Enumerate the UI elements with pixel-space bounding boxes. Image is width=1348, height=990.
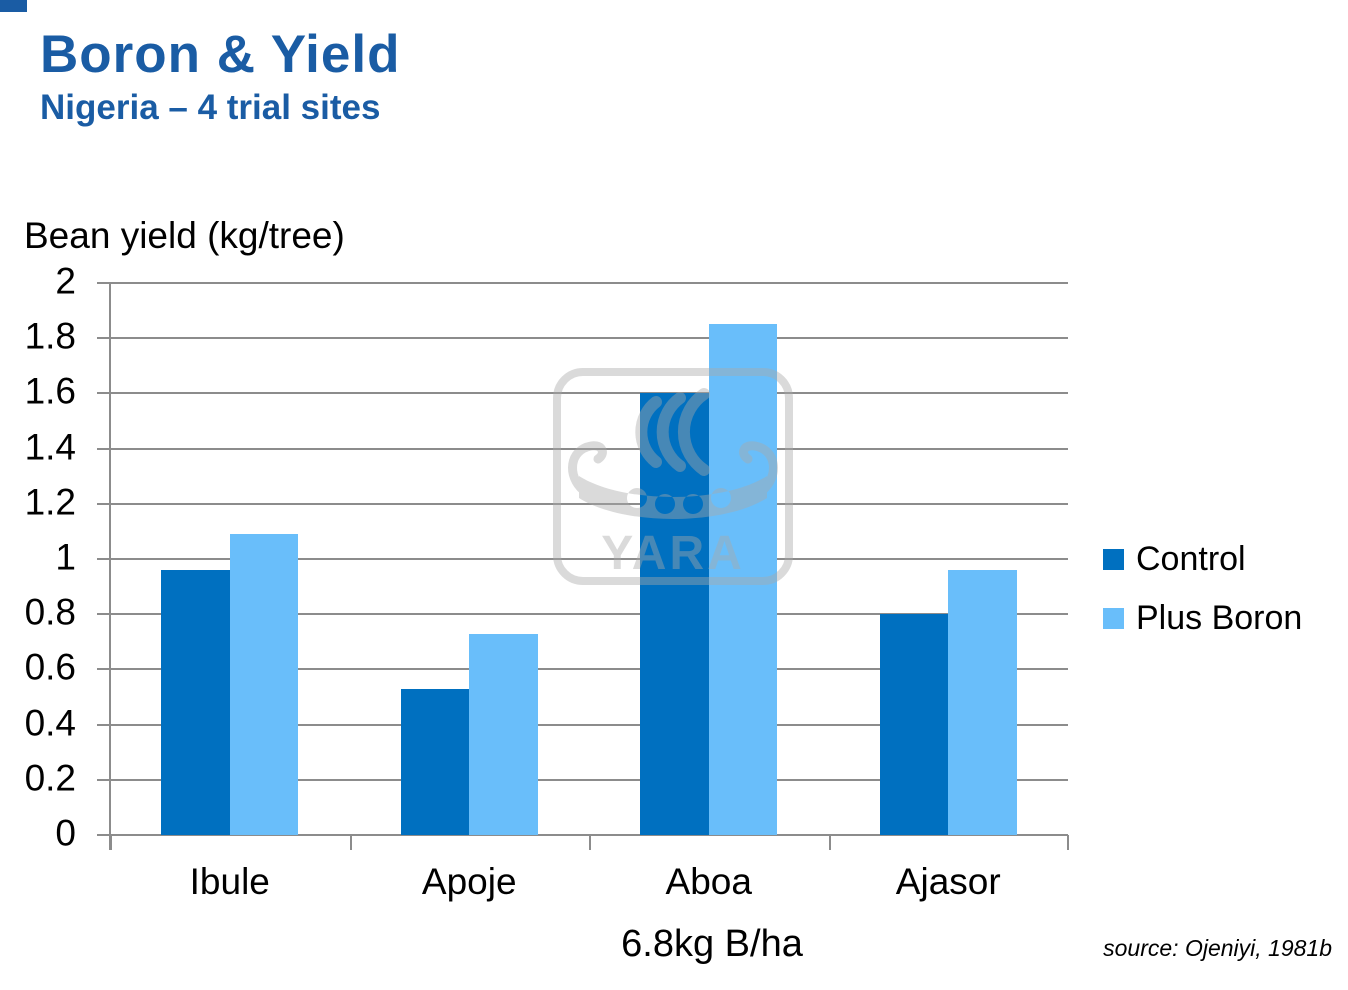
x-axis-tick-0 (110, 835, 112, 850)
legend-swatch-control (1103, 549, 1124, 570)
gridline-1.2 (97, 502, 1068, 505)
y-tick-label-0.8: 0.8 (24, 591, 76, 633)
category-label-aboa: Aboa (665, 861, 752, 902)
category-label-ibule: Ibule (189, 861, 270, 902)
bar-control-apoje (400, 688, 470, 835)
y-tick-label-0.4: 0.4 (24, 701, 76, 743)
gridline-1.6 (97, 392, 1068, 395)
x-axis-tick-2 (589, 835, 591, 850)
gridline-0.4 (97, 723, 1068, 726)
x-axis-caption: 6.8kg B/ha (621, 923, 803, 965)
y-tick-label-0: 0 (55, 812, 76, 854)
y-tick-label-0.6: 0.6 (24, 646, 76, 688)
bar-control-ibule (161, 570, 230, 835)
x-axis-tick-4 (1067, 835, 1069, 850)
bar-plus-boron-ajasor (948, 570, 1017, 835)
bar-control-ajasor (879, 614, 949, 835)
legend-item-control: Control (1103, 540, 1302, 579)
gridline-0 (97, 834, 1068, 836)
bar-control-aboa (640, 393, 709, 835)
y-tick-label-2: 2 (55, 260, 76, 302)
gridline-0.6 (97, 668, 1068, 671)
gridline-0.2 (97, 778, 1068, 781)
bar-plus-boron-apoje (469, 633, 538, 835)
y-tick-label-1.8: 1.8 (24, 315, 76, 357)
gridline-1.4 (97, 447, 1068, 450)
plot-area: 2 1.8 1.6 1.4 1.2 1 0.8 0.6 0.4 0.2 0 Ibule Apoje Abo… (25, 260, 1069, 902)
gridline-0.8 (97, 613, 1068, 616)
y-tick-label-1: 1 (55, 536, 76, 578)
category-label-ajasor: Ajasor (895, 861, 1001, 902)
bar-plus-boron-aboa (708, 324, 778, 835)
y-tick-label-1.4: 1.4 (24, 425, 76, 467)
x-axis-tick-1 (349, 835, 352, 850)
gridline-2 (97, 282, 1068, 284)
legend-label-plus-boron: Plus Boron (1136, 599, 1303, 637)
y-axis-line (109, 283, 111, 850)
category-label-apoje: Apoje (421, 861, 517, 902)
y-tick-label-0.2: 0.2 (24, 757, 76, 799)
corner-accent (0, 0, 27, 12)
page-subtitle: Nigeria – 4 trial sites (40, 88, 381, 127)
bar-plus-boron-ibule (229, 534, 299, 835)
gridline-1.8 (97, 337, 1068, 340)
source-citation: source: Ojeniyi, 1981b (1103, 935, 1332, 961)
legend-swatch-plus-boron (1103, 608, 1124, 629)
page-title: Boron & Yield (40, 25, 401, 84)
x-axis-tick-3 (828, 835, 831, 850)
y-tick-label-1.2: 1.2 (24, 481, 76, 523)
y-tick-label-1.6: 1.6 (24, 370, 76, 412)
y-axis-title: Bean yield (kg/tree) (24, 215, 345, 256)
legend-label-control: Control (1136, 540, 1246, 578)
legend-item-plus-boron: Plus Boron (1103, 599, 1302, 638)
gridline-1 (97, 558, 1068, 560)
legend: Control Plus Boron (1103, 540, 1302, 658)
